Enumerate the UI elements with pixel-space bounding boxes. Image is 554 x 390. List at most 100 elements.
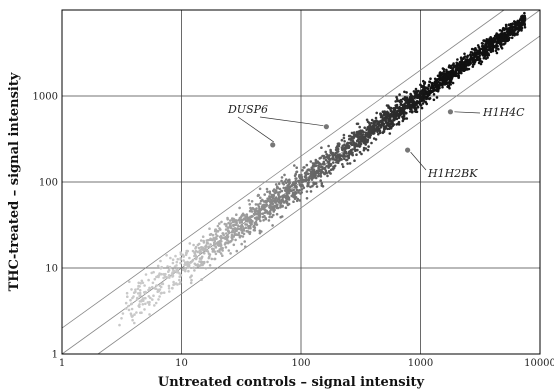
data-point — [445, 70, 448, 73]
data-point — [171, 268, 175, 272]
data-point — [193, 252, 197, 255]
data-point — [402, 105, 405, 108]
data-point — [238, 221, 242, 224]
data-point — [494, 49, 498, 53]
data-point — [137, 284, 140, 288]
data-point — [358, 144, 362, 148]
data-point — [390, 122, 394, 125]
data-point — [254, 217, 258, 220]
data-point — [193, 262, 197, 266]
data-point — [227, 240, 230, 243]
data-point — [214, 236, 217, 239]
data-point — [362, 137, 365, 141]
data-point — [121, 312, 125, 315]
data-point — [502, 26, 505, 30]
data-point — [277, 193, 280, 196]
data-point — [411, 110, 414, 113]
data-point — [158, 295, 161, 298]
data-point — [231, 230, 234, 233]
leader-line — [454, 111, 481, 114]
data-point — [513, 23, 516, 26]
data-point — [347, 134, 351, 138]
data-point — [160, 282, 164, 286]
data-point — [392, 118, 396, 121]
data-point — [266, 212, 269, 215]
data-point — [202, 241, 206, 244]
data-point — [440, 83, 444, 87]
data-point — [341, 155, 345, 158]
data-point — [152, 294, 155, 298]
data-point — [481, 53, 484, 56]
data-point — [134, 288, 137, 292]
data-point — [366, 148, 370, 152]
data-point — [337, 142, 341, 145]
data-point — [374, 121, 377, 124]
data-point — [385, 115, 389, 119]
data-point — [338, 155, 342, 159]
data-point — [218, 227, 221, 230]
data-point — [120, 317, 123, 320]
data-point — [270, 193, 274, 197]
data-point — [517, 22, 521, 26]
data-point — [185, 249, 188, 253]
data-point — [376, 125, 379, 129]
data-point — [267, 199, 271, 203]
data-point — [353, 159, 356, 162]
data-point — [315, 185, 319, 188]
data-point — [435, 96, 439, 99]
data-point — [318, 157, 322, 160]
data-point — [456, 58, 459, 61]
data-point — [269, 203, 272, 207]
data-point — [343, 143, 346, 146]
data-point — [401, 108, 405, 112]
highlight-point — [323, 124, 329, 130]
data-point — [329, 148, 332, 152]
data-point — [460, 71, 463, 75]
data-point — [187, 269, 190, 273]
data-point — [362, 148, 366, 152]
gene-label: DUSP6 — [227, 103, 268, 116]
data-point — [235, 221, 238, 225]
data-point — [221, 232, 224, 235]
data-point — [320, 182, 324, 185]
data-point — [510, 36, 514, 40]
data-point — [206, 242, 210, 245]
data-point — [328, 154, 332, 157]
data-point — [341, 165, 345, 168]
data-point — [258, 229, 262, 233]
data-point — [347, 156, 351, 160]
data-point — [382, 130, 385, 133]
data-point — [345, 144, 348, 148]
data-point — [325, 153, 328, 156]
data-point — [193, 269, 196, 272]
data-point — [179, 253, 183, 256]
data-point — [139, 294, 142, 297]
data-point — [457, 63, 460, 66]
data-point — [266, 197, 269, 200]
data-point — [200, 246, 203, 249]
data-point — [234, 228, 237, 231]
data-point — [213, 257, 216, 261]
point-cloud — [118, 11, 527, 327]
data-point — [139, 282, 142, 285]
data-point — [509, 22, 512, 26]
data-point — [264, 199, 268, 203]
data-point — [268, 205, 271, 209]
data-point — [372, 120, 376, 123]
data-point — [362, 146, 366, 150]
data-point — [430, 85, 434, 88]
data-point — [324, 150, 328, 154]
highlighted-genes: DUSP6 H1H4C H1H2BK — [227, 103, 525, 180]
data-point — [179, 261, 183, 265]
data-point — [268, 192, 272, 195]
data-point — [507, 30, 510, 33]
data-point — [198, 249, 202, 252]
data-point — [415, 95, 418, 98]
data-point — [244, 226, 248, 229]
data-point — [409, 93, 413, 97]
data-point — [390, 112, 393, 116]
data-point — [293, 191, 297, 194]
data-point — [346, 162, 349, 165]
fold-line — [61, 9, 505, 329]
data-point — [341, 163, 344, 166]
